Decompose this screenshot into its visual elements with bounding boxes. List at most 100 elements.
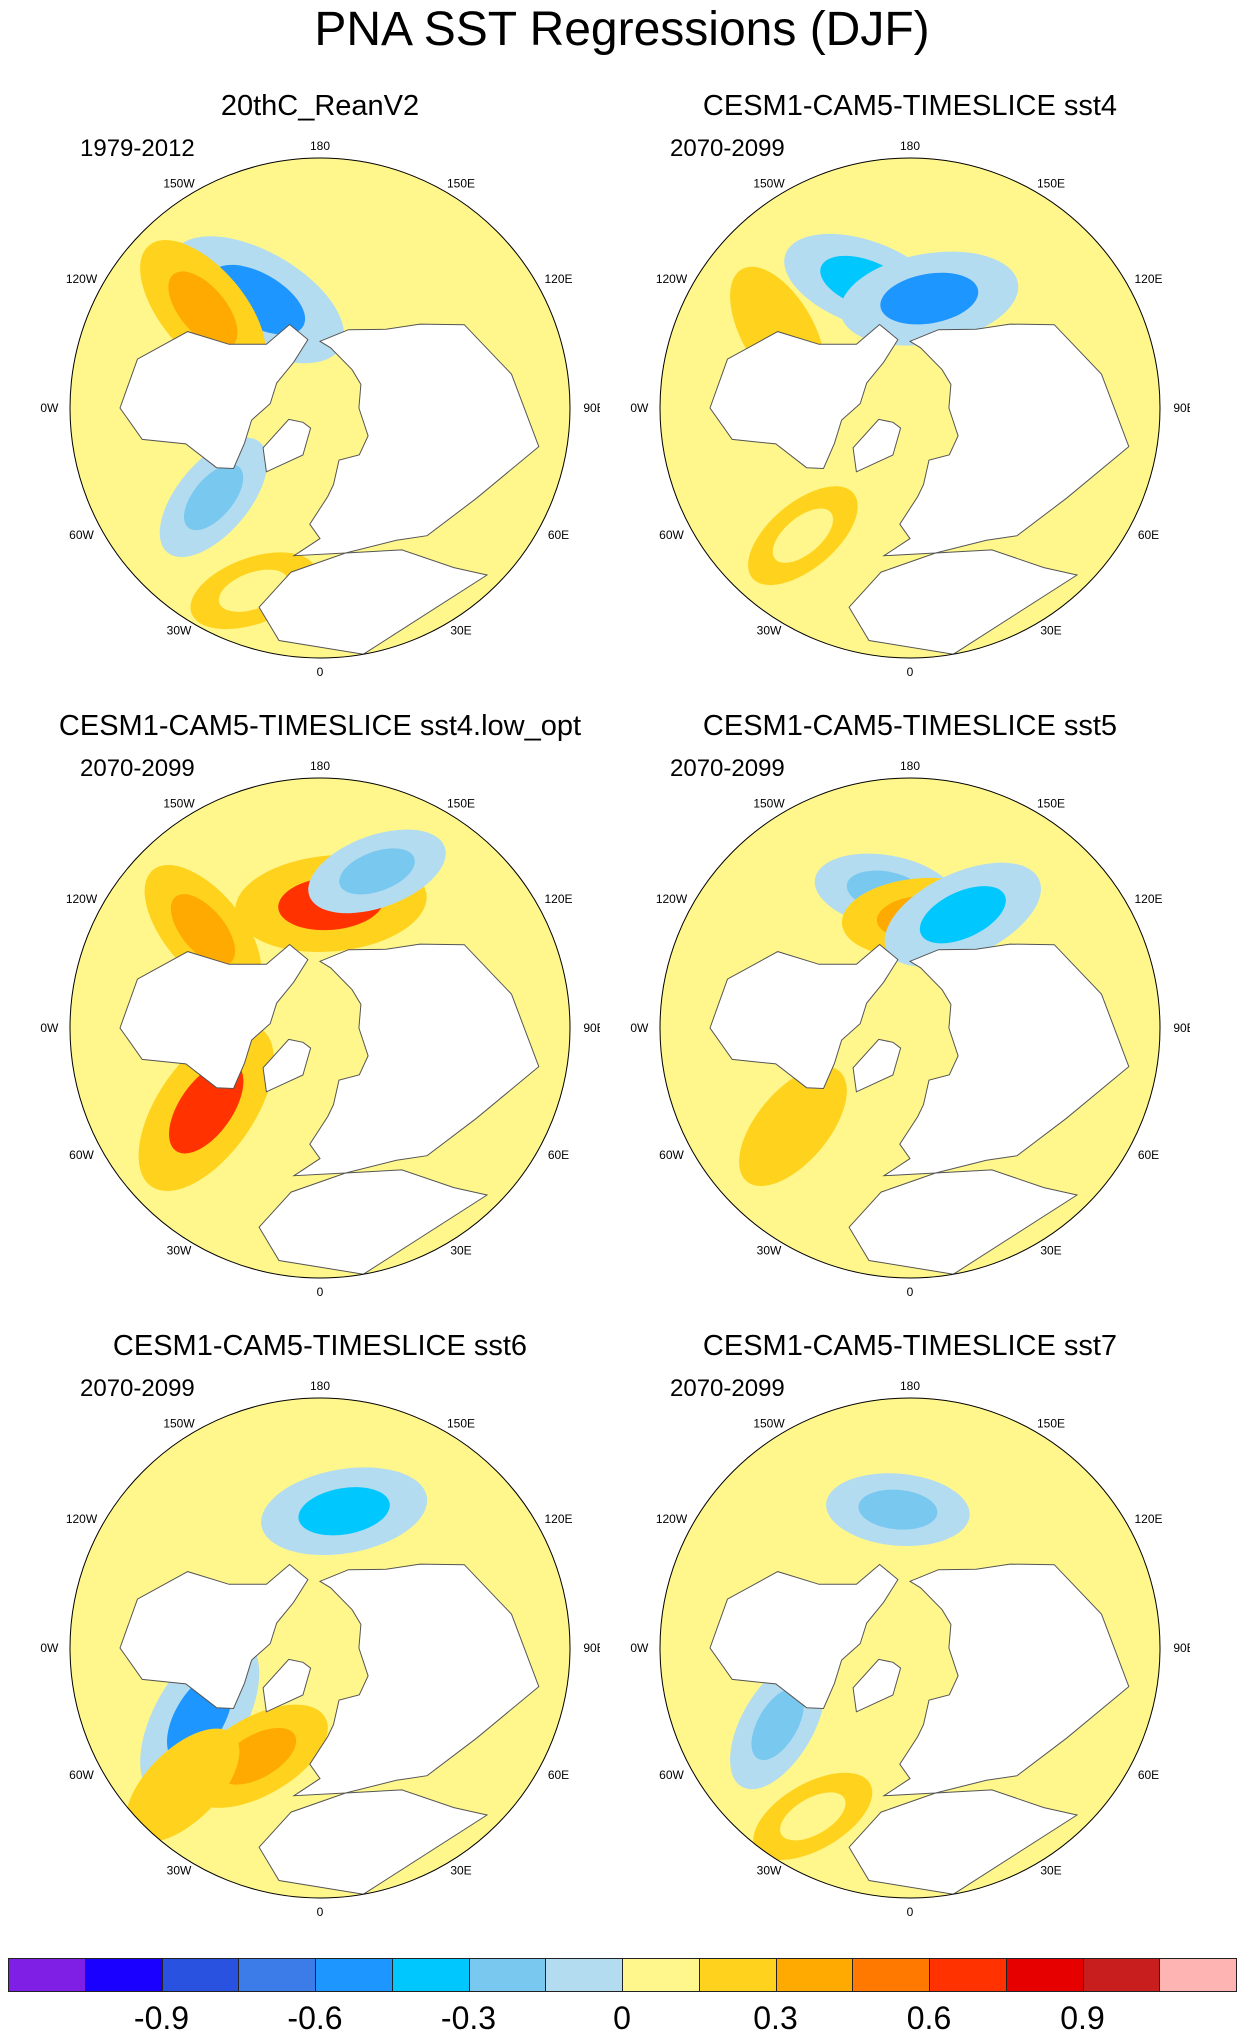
longitude-label: 90W xyxy=(40,401,59,415)
longitude-label: 30W xyxy=(167,1864,192,1878)
longitude-label: 120W xyxy=(656,272,688,286)
land-mass xyxy=(258,549,489,655)
land-mass xyxy=(119,323,309,470)
longitude-label: 90W xyxy=(40,1641,59,1655)
longitude-label: 90W xyxy=(40,1021,59,1035)
map-panel-sst4-low-opt: CESM1-CAM5-TIMESLICE sst4.low_opt 2070-2… xyxy=(40,708,600,1308)
longitude-label: 120E xyxy=(1134,272,1162,286)
colorbar-label: 0.3 xyxy=(753,2000,798,2036)
colorbar-swatch xyxy=(1005,1958,1084,1992)
land-mass xyxy=(262,1038,312,1093)
map-panel-sst6: CESM1-CAM5-TIMESLICE sst6 2070-2099 180 0… xyxy=(40,1328,600,1928)
colorbar-swatch xyxy=(1082,1958,1161,1992)
land-mass xyxy=(262,1658,312,1713)
colorbar-swatch xyxy=(238,1958,316,1992)
colorbar-label: 0 xyxy=(613,2000,631,2036)
longitude-label: 150W xyxy=(163,1417,195,1431)
longitude-label: 150W xyxy=(753,177,785,191)
longitude-label: 120W xyxy=(656,892,688,906)
anomaly-core xyxy=(858,1489,938,1530)
anomaly-core xyxy=(772,508,834,563)
longitude-label: 150E xyxy=(447,1417,475,1431)
map-panel-reanalysis: 20thC_ReanV2 1979-2012 180 0 90W 90E 150W 120… xyxy=(40,88,600,688)
longitude-label: 0 xyxy=(907,1285,914,1299)
colorbar-label: 0.9 xyxy=(1060,2000,1105,2036)
longitude-label: 0 xyxy=(317,1905,324,1919)
longitude-label: 90W xyxy=(630,401,649,415)
colorbar-label: -0.3 xyxy=(440,2000,497,2036)
longitude-label: 60E xyxy=(1138,528,1159,542)
longitude-label: 180 xyxy=(900,139,920,153)
longitude-label: 180 xyxy=(310,139,330,153)
longitude-label: 60W xyxy=(659,528,684,542)
longitude-label: 60W xyxy=(659,1148,684,1162)
map-boundary xyxy=(659,1397,1161,1899)
land-mass xyxy=(292,1563,540,1797)
land-mass xyxy=(848,549,1079,655)
map-panel-sst5: CESM1-CAM5-TIMESLICE sst5 2070-2099 180 0… xyxy=(630,708,1190,1308)
longitude-label: 60W xyxy=(659,1768,684,1782)
longitude-label: 30E xyxy=(1040,1244,1061,1258)
longitude-label: 90E xyxy=(1173,1641,1190,1655)
polar-map: 180 0 90W 90E 150W 120W 150E 120E 60W 30W 60E 30E xyxy=(630,139,1190,679)
longitude-label: 150W xyxy=(163,797,195,811)
polar-map: 180 0 90W 90E 150W 120W 150E 120E 60W 30W 60E 30E xyxy=(630,1379,1190,1919)
anomaly-core xyxy=(298,1487,390,1536)
panel-period: 2070-2099 xyxy=(670,755,785,782)
polar-map: 180 0 90W 90E 150W 120W 150E 120E 60W 30W 60E 30E xyxy=(40,1379,600,1919)
colorbar-label: -0.9 xyxy=(133,2000,190,2036)
land-mass xyxy=(882,943,1130,1177)
anomaly-core xyxy=(151,1754,214,1817)
longitude-label: 150E xyxy=(1037,797,1065,811)
longitude-label: 150E xyxy=(447,797,475,811)
longitude-label: 30E xyxy=(1040,1864,1061,1878)
longitude-label: 60E xyxy=(1138,1768,1159,1782)
longitude-label: 30W xyxy=(757,1244,782,1258)
longitude-label: 150W xyxy=(753,1417,785,1431)
land-mass xyxy=(848,1789,1079,1895)
anomaly-core xyxy=(919,886,1006,944)
land-mass xyxy=(852,1658,902,1713)
map-boundary xyxy=(69,1397,571,1899)
longitude-label: 120W xyxy=(66,892,98,906)
colorbar: -0.9 -0.6 -0.3 0 0.3 0.6 0.9 xyxy=(8,1958,1237,2042)
figure-title: PNA SST Regressions (DJF) xyxy=(314,3,930,56)
longitude-label: 60E xyxy=(548,1768,569,1782)
longitude-label: 60E xyxy=(548,528,569,542)
longitude-label: 0 xyxy=(907,1905,914,1919)
longitude-label: 30E xyxy=(450,624,471,638)
colorbar-swatch xyxy=(775,1958,854,1992)
colorbar-swatch xyxy=(929,1958,1007,1992)
land-mass xyxy=(119,1563,309,1710)
land-mass xyxy=(709,943,899,1090)
longitude-label: 30E xyxy=(1040,624,1061,638)
map-panel-sst4: CESM1-CAM5-TIMESLICE sst4 2070-2099 180 0… xyxy=(630,88,1190,688)
panel-period: 2070-2099 xyxy=(80,755,195,782)
longitude-label: 120E xyxy=(544,1512,572,1526)
colorbar-swatch xyxy=(698,1958,777,1992)
longitude-label: 90E xyxy=(1173,1021,1190,1035)
longitude-label: 30E xyxy=(450,1244,471,1258)
longitude-label: 90E xyxy=(1173,401,1190,415)
land-mass xyxy=(258,1789,489,1895)
anomaly-core xyxy=(168,271,238,349)
panel-period: 1979-2012 xyxy=(80,135,195,162)
longitude-label: 180 xyxy=(310,759,330,773)
land-mass xyxy=(882,1563,1130,1797)
anomaly-core xyxy=(218,1727,297,1785)
longitude-label: 180 xyxy=(900,1379,920,1393)
land-mass xyxy=(852,418,902,473)
longitude-label: 150W xyxy=(753,797,785,811)
anomaly-core xyxy=(763,1093,823,1160)
map-boundary xyxy=(659,157,1161,659)
longitude-label: 0 xyxy=(317,665,324,679)
anomaly-core xyxy=(780,1792,846,1841)
land-mass xyxy=(292,323,540,557)
panel-title: CESM1-CAM5-TIMESLICE sst7 xyxy=(702,1330,1118,1362)
anomaly-core xyxy=(880,272,979,325)
panel-title: CESM1-CAM5-TIMESLICE sst4.low_opt xyxy=(58,710,582,742)
map-panel-sst7: CESM1-CAM5-TIMESLICE sst7 2070-2099 180 0… xyxy=(630,1328,1190,1928)
longitude-label: 180 xyxy=(900,759,920,773)
longitude-label: 120E xyxy=(544,272,572,286)
longitude-label: 60W xyxy=(69,528,94,542)
